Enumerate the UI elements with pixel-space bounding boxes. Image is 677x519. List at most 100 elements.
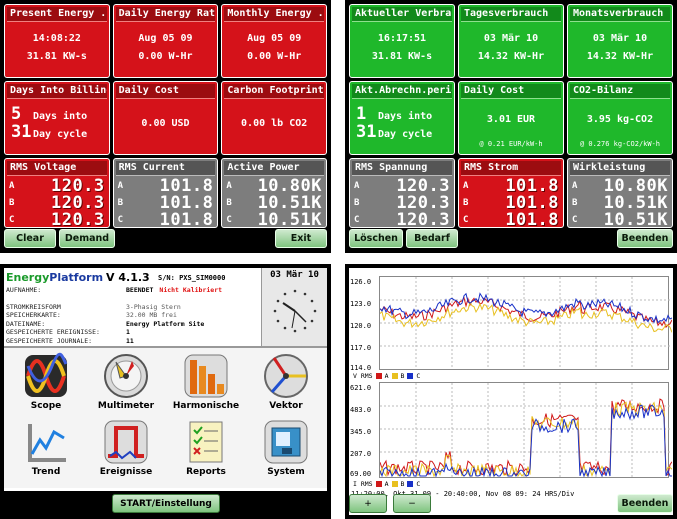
tile-daily-energy[interactable]: Tagesverbrauch 03 Mär 10 14.32 KW-Hr: [458, 4, 564, 78]
current-trace-a: [379, 398, 673, 477]
tile-title: RMS Voltage: [7, 161, 107, 176]
days-text: Days into: [33, 111, 88, 122]
tile-rms-voltage[interactable]: RMS Voltage A 120.3 B 120.3 C 120.3: [4, 158, 110, 228]
info-key: DATEINAME:: [6, 319, 46, 328]
main-menu-panel: EnergyPlatform V 4.1.3 S/N: PXS_SIM0000 A…: [0, 264, 331, 519]
multimeter-button[interactable]: Multimeter: [86, 352, 166, 411]
icon-label: Ereignisse: [99, 467, 153, 477]
days-number: 1: [356, 104, 367, 124]
phase-label: C: [117, 215, 124, 225]
tile-rms-voltage[interactable]: RMS Spannung A 120.3 B 120.3 C 120.3: [349, 158, 455, 228]
tile-present-energy[interactable]: Present Energy ... 14:08:22 31.81 KW-s: [4, 4, 110, 78]
days-text: Days into: [378, 111, 433, 122]
current-plot: [379, 382, 673, 478]
exit-button[interactable]: Beenden: [617, 494, 673, 513]
trend-button[interactable]: Trend: [6, 418, 86, 477]
multimeter-icon: [104, 354, 148, 398]
legend-swatch-b: [391, 481, 398, 487]
info-value: 32.00 MB frei: [126, 311, 177, 320]
reports-button[interactable]: Reports: [166, 418, 246, 477]
clear-button[interactable]: Clear: [4, 229, 56, 248]
events-button[interactable]: Ereignisse: [86, 418, 166, 477]
zoom-out-button[interactable]: −: [393, 494, 431, 513]
tile-title: Active Power: [224, 161, 324, 176]
tile-rate: @ 0.21 EUR/kW-h: [479, 140, 543, 148]
calibration-warning: Nicht Kalibriert: [159, 286, 223, 294]
phase-label: B: [9, 198, 15, 208]
info-key: GESPEICHERTE EREIGNISSE:: [6, 328, 100, 337]
tile-carbon-footprint[interactable]: Carbon Footprint 0.00 lb CO2: [221, 81, 327, 155]
tile-value: 14.32 KW-Hr: [477, 51, 545, 62]
demand-button[interactable]: Demand: [59, 229, 115, 248]
tile-grid: Aktueller Verbra... 16:17:51 31.81 KW-s …: [349, 4, 673, 228]
voltage-trace-b: [379, 301, 673, 333]
phase-label: C: [226, 215, 232, 225]
tile-daily-energy[interactable]: Daily Energy Rat... Aug 05 09 0.00 W-Hr: [112, 4, 219, 78]
y-tick: 621.0: [350, 384, 372, 392]
info-key: SPEICHERKARTE:: [6, 311, 61, 320]
function-icons: Scope Multimeter: [4, 348, 327, 488]
legend-swatch-a: [375, 373, 382, 379]
legend-swatch-a: [375, 481, 382, 487]
info-value: 11: [126, 336, 134, 345]
harmonics-button[interactable]: Harmonische: [166, 352, 246, 411]
tile-title: Monthly Energy ...: [224, 7, 324, 22]
exit-button[interactable]: Beenden: [617, 229, 673, 248]
tile-monthly-energy[interactable]: Monatsverbrauch 03 Mär 10 14.32 KW-Hr: [567, 4, 673, 78]
clock-panel: 03 Mär 10: [261, 268, 327, 346]
voltage-plot: [379, 276, 673, 370]
exit-button[interactable]: Exit: [275, 229, 327, 248]
tile-title: Aktueller Verbra...: [352, 7, 452, 22]
tile-active-power[interactable]: Active Power A 10.80K B 10.51K C 10.51K: [221, 158, 327, 228]
scope-icon: [25, 352, 68, 397]
demand-button[interactable]: Bedarf: [406, 229, 458, 248]
tile-rms-current[interactable]: RMS Current A 101.8 B 101.8 C 101.8: [112, 158, 219, 228]
tile-value: 31.81 KW-s: [26, 51, 87, 62]
days-number: 5: [11, 104, 22, 124]
legend-label-b: B: [400, 480, 405, 488]
legend-label-c: C: [416, 372, 421, 380]
info-value: 3-Phasig Stern: [126, 302, 181, 311]
tile-date: 03 Mär 10: [592, 33, 648, 44]
tile-daily-cost[interactable]: Daily Cost 0.00 USD: [112, 81, 219, 155]
tile-title: RMS Strom: [461, 161, 561, 176]
clear-button[interactable]: Löschen: [349, 229, 403, 248]
phase-value: 120.3: [50, 210, 105, 228]
tile-rms-current[interactable]: RMS Strom A 101.8 B 101.8 C 101.8: [458, 158, 564, 228]
tile-value: 0.00 W-Hr: [138, 51, 193, 62]
cycle-number: 31: [356, 122, 377, 142]
phase-label: A: [117, 181, 124, 191]
phase-label: B: [117, 198, 124, 208]
system-button[interactable]: System: [246, 418, 326, 477]
tile-grid: Present Energy ... 14:08:22 31.81 KW-s D…: [4, 4, 327, 228]
tile-value: 0.00 lb CO2: [241, 118, 308, 129]
phase-value: 10.80K: [603, 176, 668, 196]
phase-label: B: [354, 198, 360, 208]
info-key: GESPEICHERTE JOURNALE:: [6, 336, 93, 345]
voltage-legend: V RMS A B C: [353, 372, 420, 380]
tile-value: 14.32 KW-Hr: [586, 51, 654, 62]
tile-active-power[interactable]: Wirkleistung A 10.80K B 10.51K C 10.51K: [567, 158, 673, 228]
tile-daily-cost[interactable]: Daily Cost 3.01 EUR @ 0.21 EUR/kW-h: [458, 81, 564, 155]
info-key: STROMKREISFORM: [6, 302, 61, 311]
vector-button[interactable]: Vektor: [246, 352, 326, 411]
tile-co2-balance[interactable]: CO2-Bilanz 3.95 kg-CO2 @ 0.276 kg-CO2/kW…: [567, 81, 673, 155]
legend-label-a: A: [384, 480, 389, 488]
scope-button[interactable]: Scope: [6, 352, 86, 411]
tile-monthly-energy[interactable]: Monthly Energy ... Aug 05 09 0.00 W-Hr: [221, 4, 327, 78]
y-tick: 117.0: [350, 344, 372, 352]
tile-title: Daily Energy Rat...: [115, 7, 216, 22]
phase-label: C: [9, 215, 15, 225]
zoom-in-button[interactable]: +: [349, 494, 387, 513]
product-title: EnergyPlatform V 4.1.3: [6, 271, 150, 284]
phase-label: A: [9, 181, 15, 191]
phase-label: A: [226, 181, 232, 191]
icon-label: Trend: [31, 467, 61, 477]
tile-date: 03 Mär 10: [483, 33, 539, 44]
tile-value: 0.00 USD: [141, 118, 190, 129]
phase-label: A: [354, 181, 360, 191]
start-setup-button[interactable]: START/Einstellung: [112, 494, 220, 513]
tile-present-energy[interactable]: Aktueller Verbra... 16:17:51 31.81 KW-s: [349, 4, 455, 78]
